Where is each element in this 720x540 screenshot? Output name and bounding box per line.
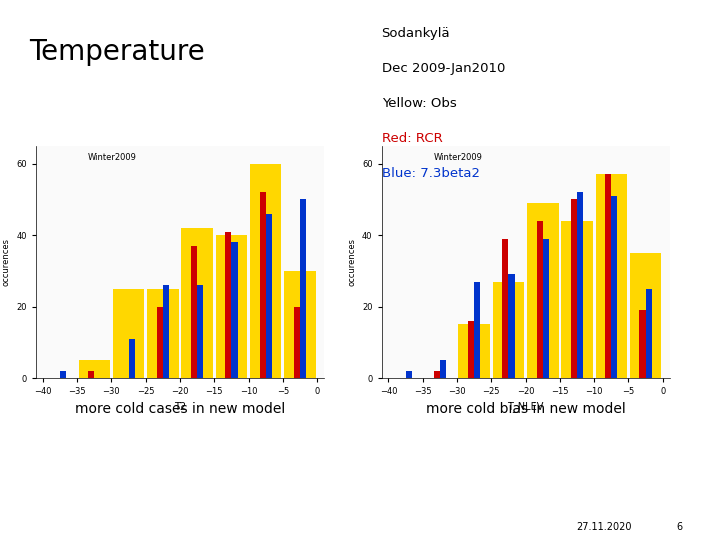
Bar bbox=[571, 199, 577, 378]
Bar bbox=[492, 281, 524, 378]
Bar bbox=[536, 221, 543, 378]
Bar bbox=[503, 239, 508, 378]
Bar bbox=[231, 242, 238, 378]
Bar bbox=[225, 232, 231, 378]
Y-axis label: occurences: occurences bbox=[1, 238, 11, 286]
Bar bbox=[197, 285, 203, 378]
Bar bbox=[78, 360, 110, 378]
Bar bbox=[577, 192, 583, 378]
Bar bbox=[527, 203, 559, 378]
Text: 6: 6 bbox=[677, 522, 683, 532]
Bar bbox=[294, 307, 300, 378]
Bar bbox=[60, 371, 66, 378]
Text: Winter2009: Winter2009 bbox=[88, 153, 137, 162]
Bar bbox=[630, 253, 662, 378]
Text: 27.11.2020: 27.11.2020 bbox=[576, 522, 631, 532]
Text: Winter2009: Winter2009 bbox=[433, 153, 482, 162]
Text: Blue: 7.3beta2: Blue: 7.3beta2 bbox=[382, 167, 480, 180]
Bar bbox=[259, 192, 266, 378]
Bar bbox=[88, 371, 94, 378]
Bar bbox=[129, 339, 135, 378]
Bar bbox=[216, 235, 247, 378]
Bar bbox=[191, 246, 197, 378]
Bar bbox=[639, 310, 646, 378]
Text: Yellow: Obs: Yellow: Obs bbox=[382, 97, 456, 110]
Y-axis label: occurences: occurences bbox=[347, 238, 356, 286]
Bar bbox=[468, 321, 474, 378]
Bar bbox=[266, 214, 272, 378]
Bar bbox=[508, 274, 515, 378]
Bar bbox=[440, 360, 446, 378]
Bar bbox=[543, 239, 549, 378]
Bar bbox=[163, 285, 169, 378]
Bar bbox=[250, 164, 282, 378]
Bar bbox=[433, 371, 440, 378]
Bar bbox=[562, 221, 593, 378]
Bar bbox=[157, 307, 163, 378]
Bar bbox=[113, 289, 144, 378]
Bar bbox=[611, 196, 618, 378]
Bar bbox=[459, 325, 490, 378]
Bar bbox=[646, 289, 652, 378]
Bar bbox=[300, 199, 306, 378]
Text: more cold bias in new model: more cold bias in new model bbox=[426, 402, 626, 416]
X-axis label: T2: T2 bbox=[174, 402, 186, 411]
Text: Red: RCR: Red: RCR bbox=[382, 132, 442, 145]
Bar bbox=[284, 271, 316, 378]
Text: more cold cases in new model: more cold cases in new model bbox=[75, 402, 285, 416]
Text: Sodankylä: Sodankylä bbox=[382, 27, 450, 40]
Text: Temperature: Temperature bbox=[29, 38, 204, 66]
Bar bbox=[595, 174, 627, 378]
Bar bbox=[181, 228, 213, 378]
Text: Dec 2009-Jan2010: Dec 2009-Jan2010 bbox=[382, 62, 505, 75]
X-axis label: T_NLEV: T_NLEV bbox=[508, 402, 544, 413]
Bar bbox=[474, 281, 480, 378]
Bar bbox=[605, 174, 611, 378]
Bar bbox=[147, 289, 179, 378]
Bar bbox=[405, 371, 412, 378]
